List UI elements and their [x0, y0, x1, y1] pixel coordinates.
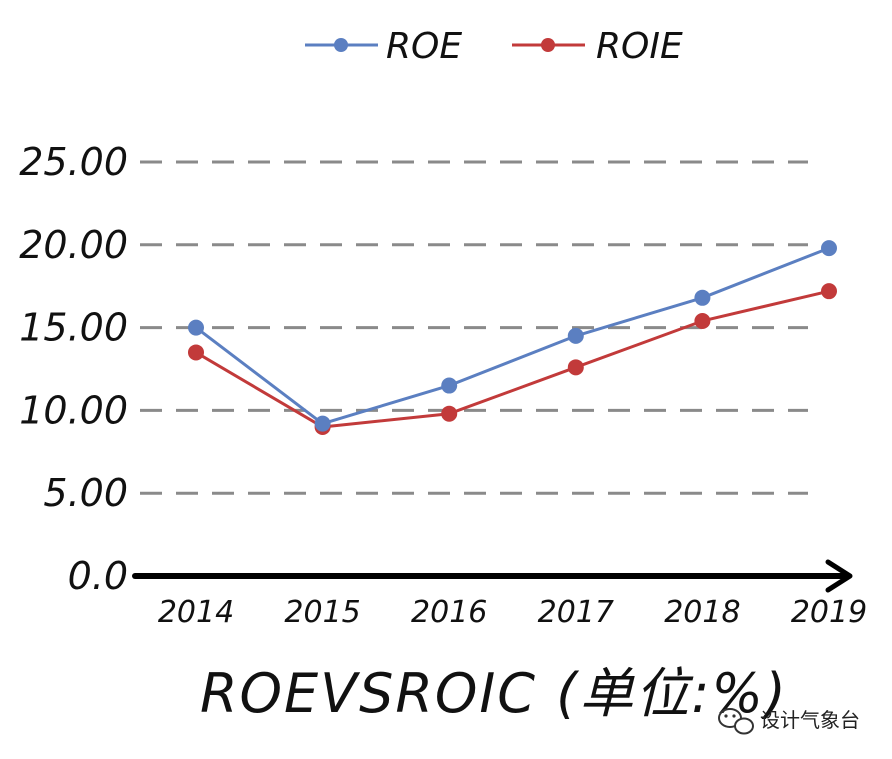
x-axis-arrow-icon: [825, 559, 853, 593]
x-tick-label: 2018: [664, 595, 740, 630]
watermark-text: 设计气象台: [760, 708, 860, 732]
series-line-roe: [195, 246, 830, 426]
x-tick-label: 2016: [411, 595, 487, 630]
data-point-roie: [567, 359, 584, 376]
data-point-roe: [441, 377, 458, 394]
legend-label-roe: ROE: [386, 26, 462, 67]
y-tick-label: 15.00: [19, 306, 128, 350]
data-point-roie: [821, 283, 837, 300]
x-axis-ticks: 2014 2015 2016 2017 2018 2019: [158, 595, 867, 630]
y-axis-ticks: 0.0 5.00 10.00 15.00 20.00 25.00: [19, 140, 128, 598]
series-layer: [188, 240, 837, 435]
y-tick-label: 0.0: [68, 554, 128, 598]
x-tick-label: 2019: [791, 595, 867, 630]
x-tick-label: 2014: [158, 595, 234, 630]
y-tick-label: 10.00: [19, 388, 128, 432]
data-point-roe: [188, 319, 204, 336]
y-tick-label: 5.00: [43, 471, 128, 515]
series-roe: [188, 240, 837, 432]
legend-item-roe: ROE: [305, 26, 462, 67]
chart-title: ROEVSROIC (单位:%): [200, 662, 788, 725]
legend-marker-roie: [541, 38, 555, 52]
grid: [140, 160, 808, 495]
legend: ROE ROIE: [305, 26, 683, 67]
data-point-roie: [188, 344, 204, 361]
series-roie: [188, 283, 837, 435]
legend-label-roie: ROIE: [596, 26, 683, 67]
data-point-roe: [821, 240, 837, 257]
x-tick-label: 2015: [284, 595, 360, 630]
x-tick-label: 2017: [538, 595, 614, 630]
wechat-icon: [718, 708, 754, 735]
x-axis: [132, 559, 853, 593]
data-point-roe: [694, 289, 711, 306]
data-point-roie: [441, 405, 458, 422]
watermark: 设计气象台: [718, 708, 860, 735]
data-point-roie: [694, 312, 711, 329]
legend-marker-roe: [334, 38, 348, 52]
y-tick-label: 20.00: [19, 223, 128, 267]
y-tick-label: 25.00: [19, 140, 128, 184]
legend-item-roie: ROIE: [512, 26, 683, 67]
series-line-roie: [195, 289, 830, 429]
data-point-roe: [567, 327, 584, 344]
data-point-roe: [314, 415, 331, 432]
